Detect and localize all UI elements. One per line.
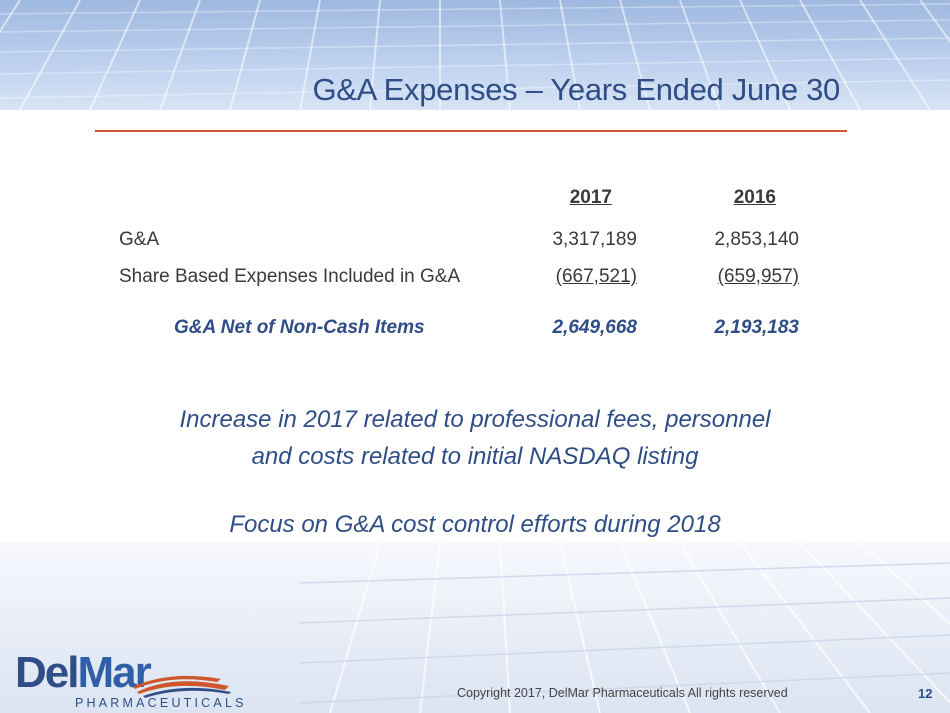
logo-swoosh-icon: [133, 675, 231, 698]
column-header-2017: 2017: [569, 187, 612, 208]
copyright-text: Copyright 2017, DelMar Pharmaceuticals A…: [457, 686, 788, 700]
row-label-share-based: Share Based Expenses Included in G&A: [119, 266, 461, 287]
note-line-2: and costs related to initial NASDAQ list…: [251, 443, 699, 470]
expenses-table: 2017 2016 G&A 3,317,189 2,853,140 Share …: [119, 187, 799, 338]
page-number: 12: [918, 686, 933, 701]
note-line-3: Focus on G&A cost control efforts during…: [229, 511, 721, 538]
value-ga-2017: 3,317,189: [552, 229, 637, 250]
building-grid-pattern-bottom: [299, 543, 950, 713]
row-label-ga: G&A: [119, 229, 160, 250]
logo-subtitle: PHARMACEUTICALS: [75, 696, 247, 710]
logo-mar: Mar: [77, 648, 151, 697]
value-net-2016: 2,193,183: [714, 317, 799, 338]
value-ga-2016: 2,853,140: [714, 229, 799, 250]
logo-del: Del: [15, 648, 80, 697]
delmar-logo: DelMar PHARMACEUTICALS: [15, 648, 243, 711]
slide-title: G&A Expenses – Years Ended June 30: [312, 72, 840, 107]
logo-wordmark: DelMar: [15, 648, 152, 697]
header-background: [0, 0, 950, 110]
value-share-based-2016: (659,957): [717, 266, 799, 287]
title-divider: [95, 130, 847, 132]
note-line-1: Increase in 2017 related to professional…: [179, 406, 771, 433]
row-label-net: G&A Net of Non-Cash Items: [174, 317, 425, 338]
column-header-2016: 2016: [733, 187, 776, 208]
building-grid-pattern: [0, 0, 950, 110]
value-net-2017: 2,649,668: [552, 317, 637, 338]
value-share-based-2017: (667,521): [555, 266, 637, 287]
